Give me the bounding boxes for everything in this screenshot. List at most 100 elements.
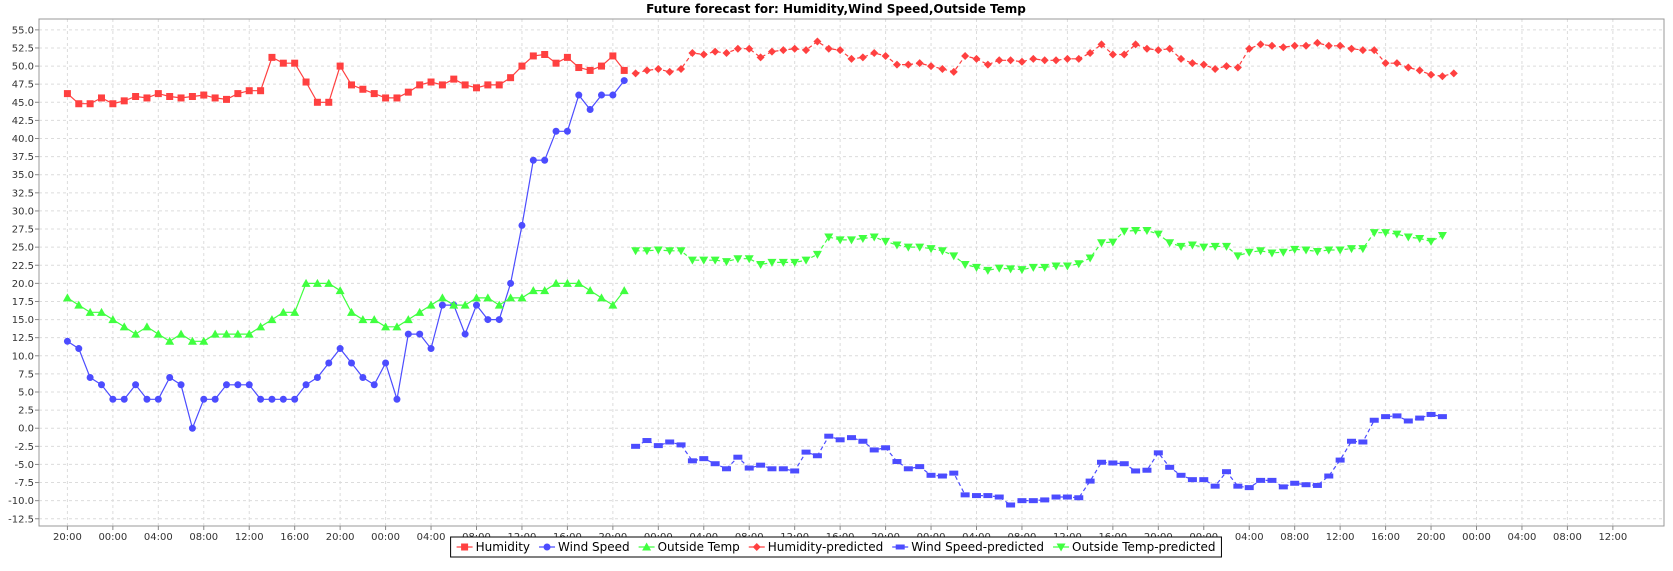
y-tick-label: 0.0 <box>18 424 34 435</box>
data-point <box>972 493 981 499</box>
data-point <box>733 44 742 53</box>
data-point <box>392 322 402 331</box>
x-tick-label: 16:00 <box>1371 532 1400 543</box>
data-point <box>291 395 299 403</box>
data-point <box>710 461 720 467</box>
data-point <box>257 87 265 95</box>
data-point <box>325 98 333 106</box>
legend-item: Wind Speed <box>539 540 630 554</box>
data-point <box>541 50 549 58</box>
data-point <box>653 443 663 449</box>
data-point <box>665 247 675 256</box>
y-tick-label: 22.5 <box>12 261 34 272</box>
data-point <box>699 50 708 59</box>
data-point <box>835 236 845 245</box>
data-point <box>1427 70 1436 79</box>
data-point <box>1222 242 1231 251</box>
data-point <box>1267 249 1277 258</box>
data-point <box>495 81 503 89</box>
data-point <box>801 256 811 265</box>
x-tick-label: 12:00 <box>235 532 264 543</box>
data-point <box>733 255 743 264</box>
data-point <box>494 300 504 309</box>
data-point <box>835 437 845 443</box>
data-point <box>324 278 334 287</box>
x-tick-label: 20:00 <box>53 532 82 543</box>
series-line <box>635 413 1443 506</box>
data-point <box>233 329 243 338</box>
data-point <box>1142 226 1152 235</box>
data-point <box>165 336 175 345</box>
data-point <box>1142 44 1151 53</box>
data-point <box>1369 229 1379 238</box>
y-tick-label: 55.0 <box>12 25 34 36</box>
data-point <box>529 52 537 60</box>
data-point <box>983 60 992 69</box>
data-point <box>631 247 641 256</box>
data-point <box>1085 254 1095 263</box>
data-point <box>676 442 686 448</box>
x-tick-label: 16:00 <box>280 532 309 543</box>
data-point <box>1176 242 1186 251</box>
data-point <box>335 286 345 295</box>
data-point <box>1119 461 1129 467</box>
data-point <box>1176 472 1186 478</box>
data-point <box>711 47 720 56</box>
data-point <box>551 278 561 287</box>
data-point <box>404 330 412 338</box>
legend-marker <box>543 543 551 551</box>
data-point <box>1210 483 1220 489</box>
legend: Humidity Wind Speed Outside Temp Humidity-p… <box>450 536 1222 558</box>
data-point <box>234 90 242 98</box>
data-point <box>847 435 856 441</box>
data-point <box>1449 69 1458 78</box>
series-group <box>62 37 1458 508</box>
data-point <box>1187 477 1197 483</box>
data-point <box>393 94 401 102</box>
data-point <box>97 307 106 316</box>
series-wind-speed-predicted <box>631 411 1447 508</box>
y-tick-label: 25.0 <box>12 243 34 254</box>
data-point <box>495 316 503 324</box>
data-point <box>937 247 947 256</box>
data-point <box>176 329 186 338</box>
legend-item: Outside Temp-predicted <box>1053 540 1215 554</box>
data-point <box>1131 468 1141 474</box>
data-point <box>915 243 925 252</box>
data-point <box>745 44 754 53</box>
data-point <box>484 316 492 324</box>
data-point <box>631 443 641 449</box>
y-axis: 55.0 52.5 50.0 47.5 45.0 42.5 40.0 37.5 35.0 32.5… <box>8 25 39 525</box>
y-tick-label: 2.5 <box>18 406 34 417</box>
data-point <box>223 381 230 389</box>
data-point <box>1040 497 1050 503</box>
data-point <box>653 246 663 255</box>
data-point <box>1085 478 1095 484</box>
data-point <box>1335 246 1345 255</box>
data-point <box>1199 60 1208 69</box>
data-point <box>279 395 287 403</box>
data-point <box>268 53 276 61</box>
data-point <box>699 456 709 462</box>
data-point <box>1335 457 1345 463</box>
data-point <box>575 91 583 99</box>
y-tick-label: -12.5 <box>8 514 34 525</box>
data-point <box>1426 411 1436 417</box>
data-point <box>631 69 640 78</box>
data-point <box>642 66 651 75</box>
data-point <box>938 64 947 73</box>
data-point <box>86 374 94 382</box>
data-point <box>927 62 936 71</box>
grid <box>39 19 1664 526</box>
data-point <box>518 221 526 229</box>
data-point <box>619 286 629 295</box>
data-point <box>381 322 391 331</box>
data-point <box>177 94 185 102</box>
data-point <box>1131 40 1140 49</box>
data-point <box>926 245 936 254</box>
y-tick-label: 10.0 <box>12 351 34 362</box>
data-point <box>427 345 435 353</box>
data-point <box>767 466 777 472</box>
data-point <box>1028 498 1038 504</box>
